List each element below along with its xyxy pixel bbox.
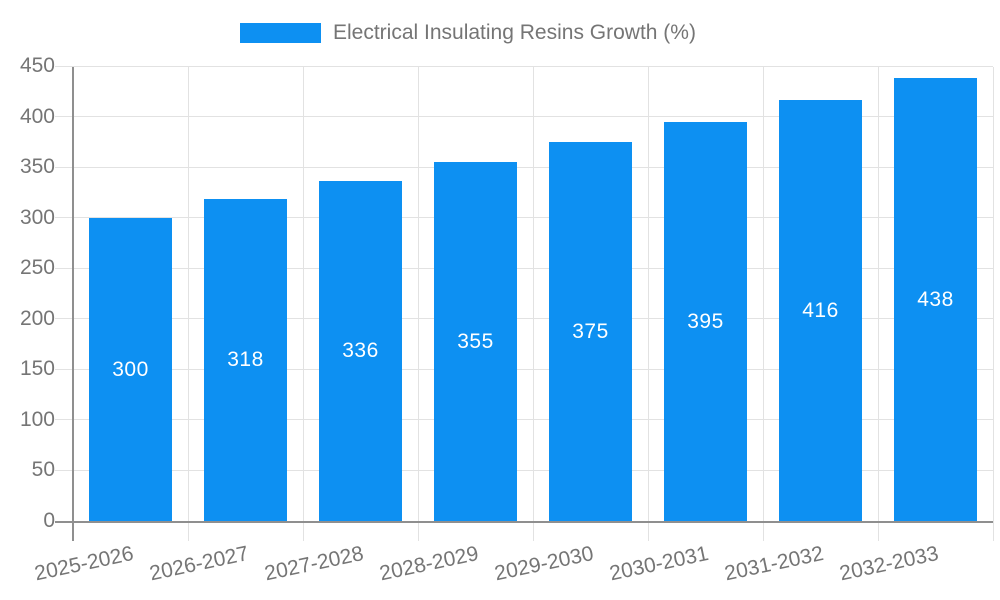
gridline-vertical	[877, 67, 879, 541]
bar: 375	[549, 142, 632, 521]
gridline-vertical	[302, 67, 304, 541]
gridline-horizontal	[55, 166, 993, 168]
bar: 355	[434, 162, 517, 521]
gridline-vertical	[187, 67, 189, 541]
bar-value-label: 336	[342, 339, 379, 362]
bar-value-label: 355	[457, 329, 494, 353]
gridline-horizontal	[55, 217, 993, 219]
y-tick-label: 450	[19, 54, 55, 77]
bar-value-label: 416	[802, 298, 839, 322]
bar: 416	[779, 100, 862, 521]
bar: 318	[204, 199, 287, 521]
y-tick-label: 100	[19, 407, 55, 431]
bar-value-label: 318	[227, 348, 264, 371]
bar: 300	[89, 218, 172, 521]
legend-label[interactable]: Electrical Insulating Resins Growth (%)	[333, 21, 696, 44]
gridline-vertical	[417, 67, 419, 541]
gridline-vertical	[762, 67, 764, 541]
y-axis-line	[72, 67, 74, 541]
bar: 395	[664, 122, 747, 521]
y-tick-label: 200	[19, 306, 55, 330]
gridline-horizontal	[55, 267, 993, 269]
gridline-vertical	[532, 67, 534, 541]
plot-area: 300 318 336 355 375 395 416 438	[55, 65, 994, 541]
gridline-horizontal	[55, 65, 993, 67]
bar-value-label: 300	[112, 357, 149, 381]
y-tick-label: 350	[19, 155, 55, 179]
legend-swatch[interactable]	[240, 23, 321, 43]
bar: 336	[319, 181, 402, 521]
gridline-horizontal	[55, 419, 993, 421]
gridline-horizontal	[55, 469, 993, 471]
y-axis-labels: 0 50 100 150 200 250 300 350 400 450	[0, 0, 55, 600]
bar-value-label: 375	[572, 319, 609, 343]
y-tick-label: 300	[19, 205, 55, 229]
gridline-horizontal	[55, 368, 993, 370]
y-tick-label: 0	[43, 509, 55, 532]
gridline-vertical	[992, 67, 994, 541]
y-tick-label: 50	[31, 458, 55, 482]
bar: 438	[894, 78, 977, 521]
x-axis-line	[55, 521, 993, 523]
y-tick-label: 150	[19, 357, 55, 381]
y-tick-label: 250	[19, 256, 55, 280]
legend[interactable]: Electrical Insulating Resins Growth (%)	[240, 21, 696, 45]
gridline-vertical	[647, 67, 649, 541]
y-tick-label: 400	[19, 104, 55, 128]
gridline-horizontal	[55, 318, 993, 320]
gridline-horizontal	[55, 116, 993, 118]
bar-value-label: 438	[917, 287, 954, 311]
bar-value-label: 395	[687, 309, 724, 333]
